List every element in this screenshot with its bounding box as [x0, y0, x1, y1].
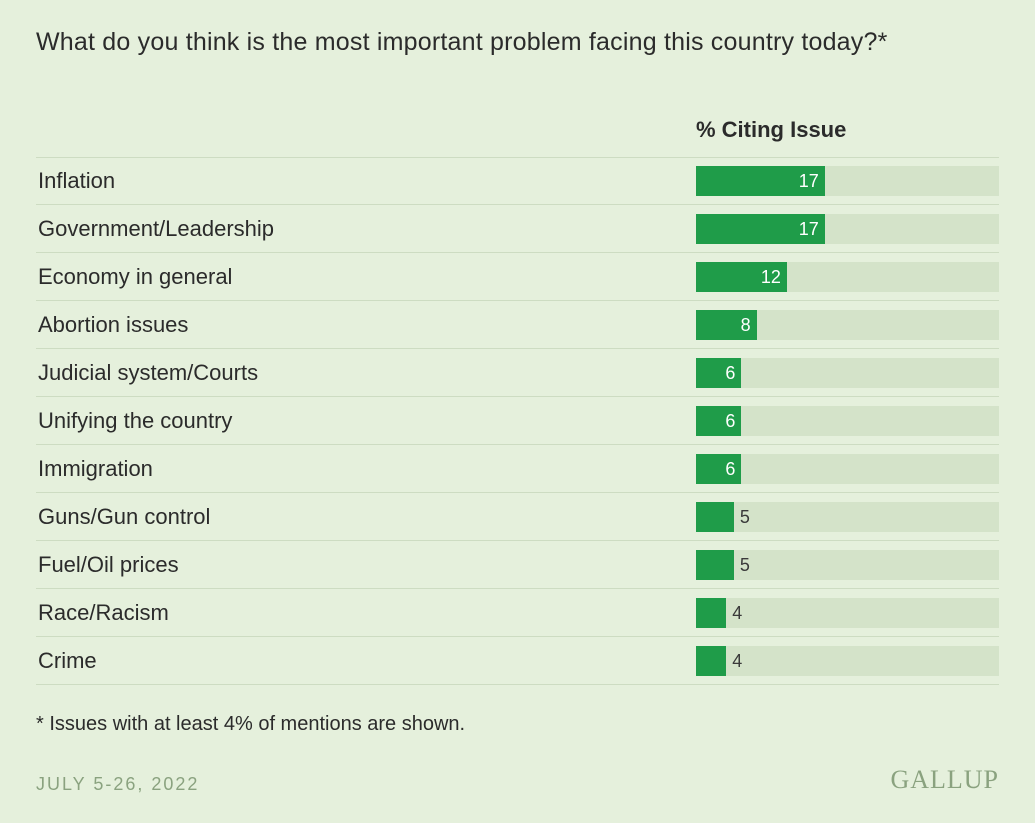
table-row: Abortion issues 8 [36, 301, 999, 349]
row-label: Guns/Gun control [36, 504, 696, 530]
bottom-row: JULY 5-26, 2022 GALLUP [36, 765, 999, 795]
bar-track: 5 [696, 550, 999, 580]
header-row: % Citing Issue [36, 117, 999, 157]
brand-logo: GALLUP [890, 765, 999, 795]
row-label: Immigration [36, 456, 696, 482]
bar-fill [696, 646, 726, 676]
row-label: Inflation [36, 168, 696, 194]
bar-track: 6 [696, 358, 999, 388]
bar-fill: 6 [696, 358, 741, 388]
bar-track: 4 [696, 646, 999, 676]
bar-col-header: % Citing Issue [696, 117, 999, 157]
table-row: Government/Leadership 17 [36, 205, 999, 253]
bar-track: 6 [696, 454, 999, 484]
bar-value: 17 [799, 214, 819, 244]
bar-track: 17 [696, 166, 999, 196]
bar-value: 8 [741, 310, 751, 340]
bar-track: 8 [696, 310, 999, 340]
bar-fill: 6 [696, 454, 741, 484]
chart-body: % Citing Issue Inflation17Government/Lea… [36, 117, 999, 685]
bar-track: 17 [696, 214, 999, 244]
row-label: Judicial system/Courts [36, 360, 696, 386]
row-label: Race/Racism [36, 600, 696, 626]
bar-fill: 17 [696, 214, 825, 244]
table-row: Unifying the country 6 [36, 397, 999, 445]
table-row: Judicial system/Courts 6 [36, 349, 999, 397]
bar-track: 4 [696, 598, 999, 628]
chart-title: What do you think is the most important … [36, 28, 999, 57]
chart-rows: Inflation 17 Government/Leadership 17 Econom… [36, 157, 999, 685]
bar-value: 6 [725, 454, 735, 484]
table-row: Economy in general 12 [36, 253, 999, 301]
bar-fill [696, 502, 734, 532]
bar-track: 6 [696, 406, 999, 436]
bar-fill: 17 [696, 166, 825, 196]
table-row: Race/Racism 4 [36, 589, 999, 637]
bar-fill: 12 [696, 262, 787, 292]
bar-value: 17 [799, 166, 819, 196]
bar-fill [696, 598, 726, 628]
bar-track: 5 [696, 502, 999, 532]
column-header: % Citing Issue [696, 117, 999, 143]
chart-footnote: * Issues with at least 4% of mentions ar… [36, 713, 999, 736]
bar-value: 6 [725, 358, 735, 388]
bar-value: 5 [740, 550, 750, 580]
row-label: Crime [36, 648, 696, 674]
row-label: Fuel/Oil prices [36, 552, 696, 578]
bar-value: 4 [732, 646, 742, 676]
date-line: JULY 5-26, 2022 [36, 774, 199, 795]
table-row: Guns/Gun control 5 [36, 493, 999, 541]
bar-fill [696, 550, 734, 580]
table-row: Fuel/Oil prices 5 [36, 541, 999, 589]
row-label: Economy in general [36, 264, 696, 290]
bar-value: 4 [732, 598, 742, 628]
row-label: Government/Leadership [36, 216, 696, 242]
table-row: Inflation 17 [36, 157, 999, 205]
chart-container: What do you think is the most important … [0, 0, 1035, 823]
bar-fill: 8 [696, 310, 757, 340]
bar-value: 12 [761, 262, 781, 292]
table-row: Crime 4 [36, 637, 999, 685]
bar-value: 5 [740, 502, 750, 532]
bar-value: 6 [725, 406, 735, 436]
bar-track: 12 [696, 262, 999, 292]
bar-fill: 6 [696, 406, 741, 436]
row-label: Abortion issues [36, 312, 696, 338]
table-row: Immigration 6 [36, 445, 999, 493]
row-label: Unifying the country [36, 408, 696, 434]
